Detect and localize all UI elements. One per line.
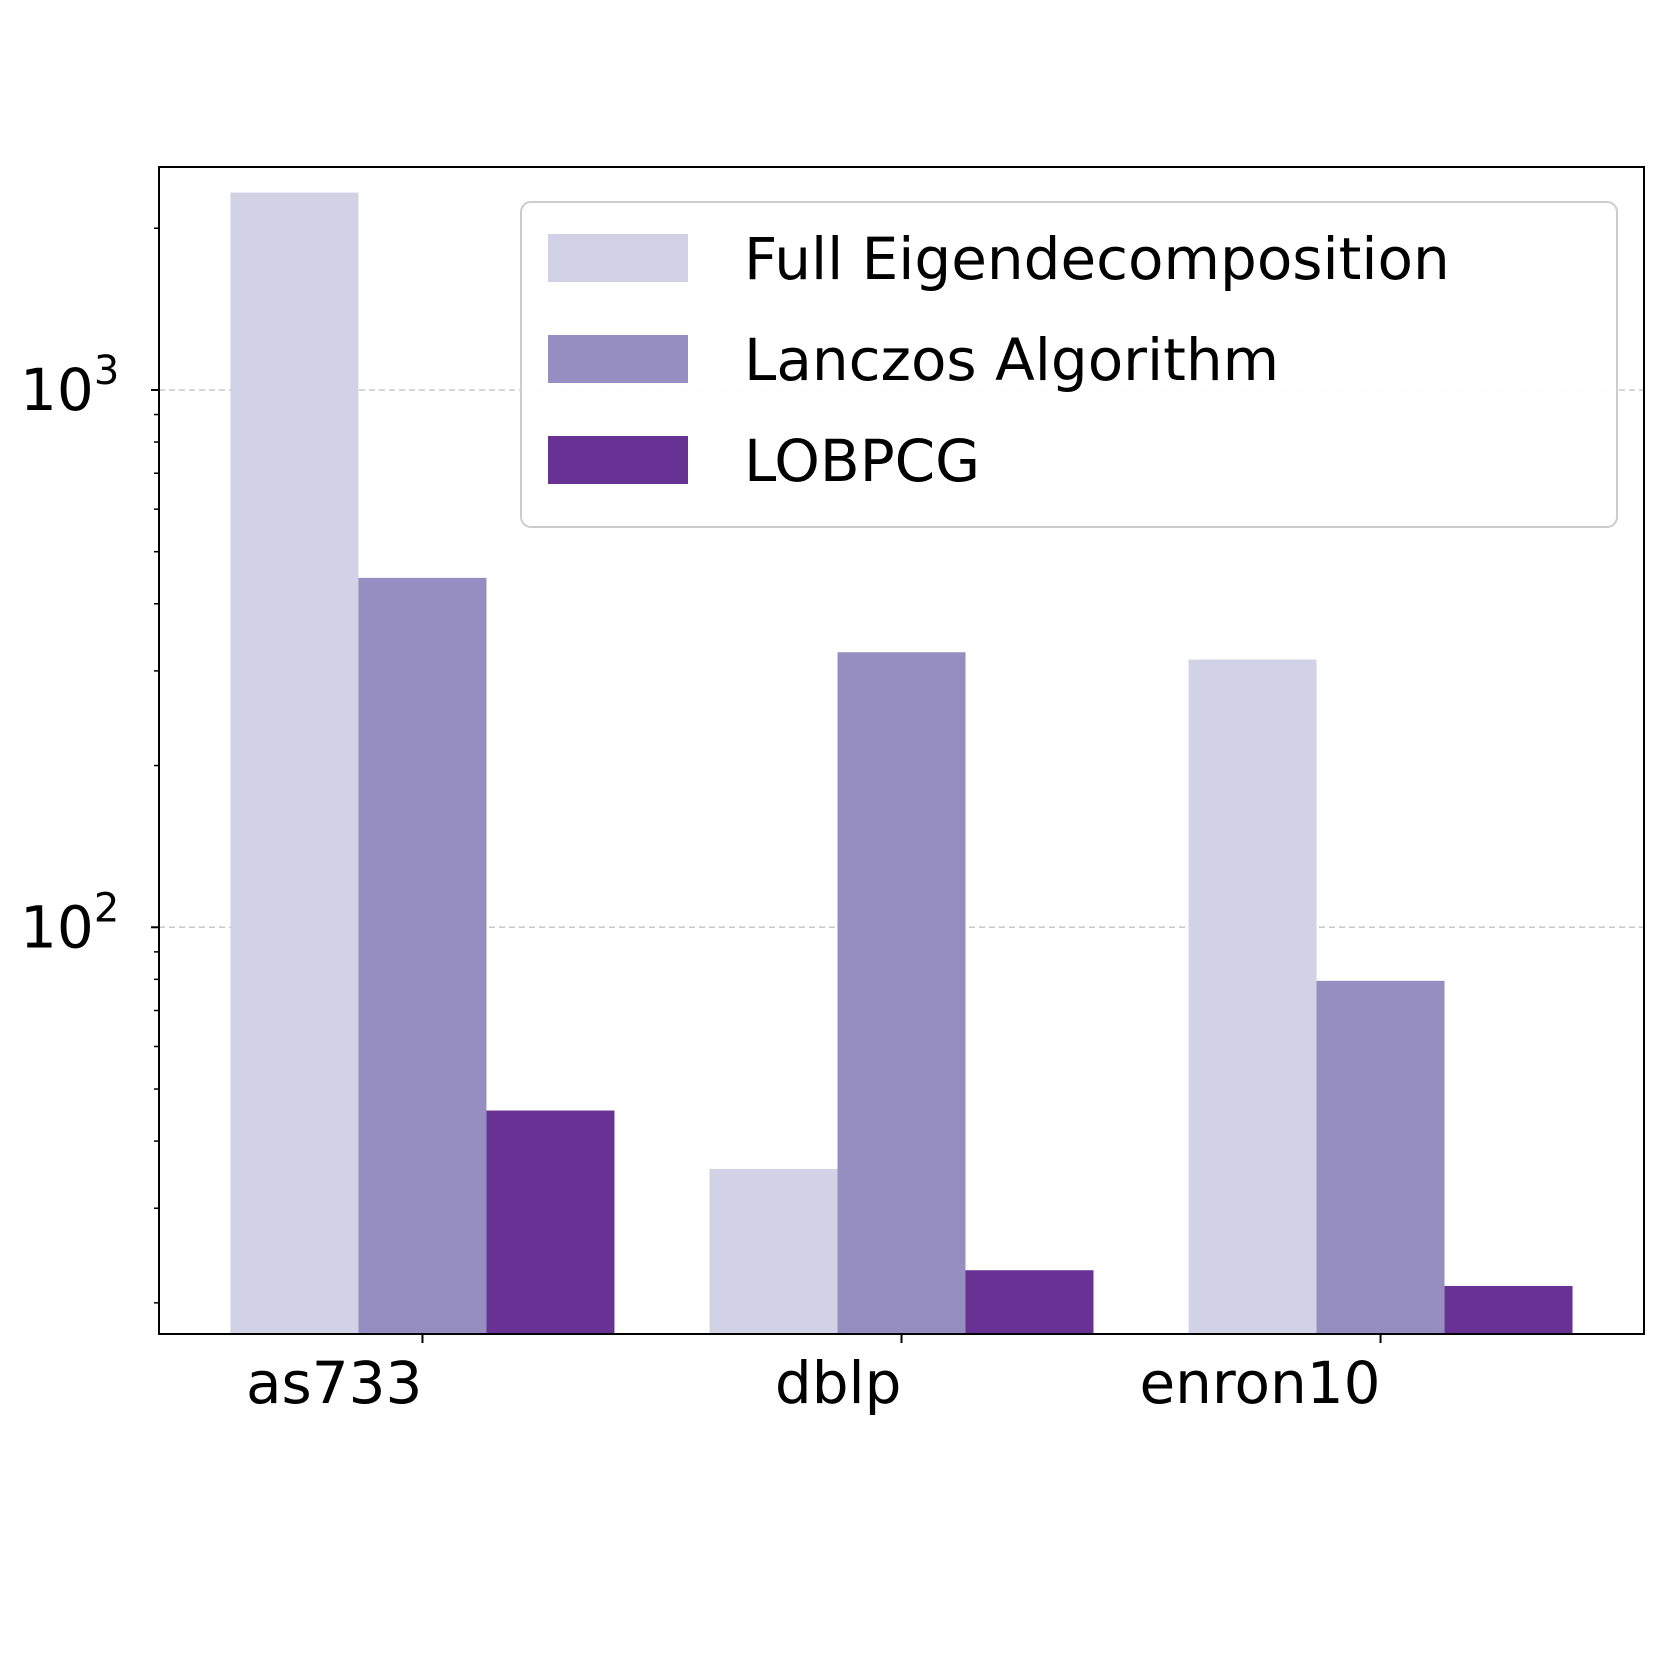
bar: [1188, 659, 1317, 1334]
y-tick-label: 102: [20, 885, 119, 961]
bar: [486, 1110, 615, 1334]
x-tick-label: enron10: [1139, 1349, 1380, 1417]
x-tick-label: as733: [246, 1349, 422, 1417]
bar: [965, 1270, 1094, 1334]
bar: [837, 652, 966, 1334]
bar: [709, 1168, 838, 1334]
legend-label: LOBPCG: [744, 427, 980, 495]
bars: [230, 192, 1573, 1335]
x-axis: as733 dblp enron10: [246, 1334, 1382, 1417]
bar: [1444, 1285, 1573, 1334]
bar: [230, 192, 359, 1335]
legend-label: Lanczos Algorithm: [744, 326, 1279, 394]
y-tick-label: 103: [20, 348, 119, 424]
plot-frame: [158, 166, 1645, 1335]
legend-label: Full Eigendecomposition: [744, 225, 1450, 293]
legend-swatch: [548, 436, 688, 484]
bar: [1316, 980, 1445, 1334]
x-tick-label: dblp: [775, 1349, 902, 1417]
legend: Full Eigendecomposition Lanczos Algorithm…: [520, 201, 1618, 528]
legend-frame: [520, 201, 1618, 528]
y-axis: 102 103: [20, 348, 159, 961]
legend-swatch: [548, 335, 688, 383]
legend-swatch: [548, 234, 688, 282]
bar: [358, 577, 487, 1334]
